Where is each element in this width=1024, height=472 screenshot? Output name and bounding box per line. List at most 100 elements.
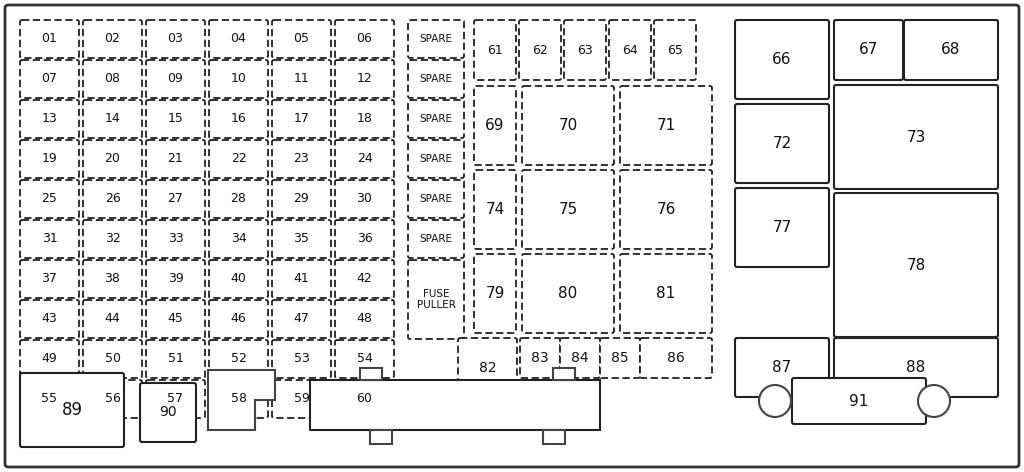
Text: 10: 10: [230, 73, 247, 85]
FancyBboxPatch shape: [209, 260, 268, 298]
FancyBboxPatch shape: [335, 300, 394, 338]
FancyBboxPatch shape: [146, 340, 205, 378]
Text: 19: 19: [42, 152, 57, 166]
Text: SPARE: SPARE: [420, 34, 453, 44]
Text: 02: 02: [104, 33, 121, 45]
FancyBboxPatch shape: [83, 340, 142, 378]
Text: 87: 87: [772, 360, 792, 375]
Text: 61: 61: [487, 43, 503, 57]
Text: 74: 74: [485, 202, 505, 217]
Text: 44: 44: [104, 312, 121, 326]
FancyBboxPatch shape: [834, 20, 903, 80]
Text: 82: 82: [478, 361, 497, 374]
Text: 84: 84: [571, 351, 589, 365]
Text: 58: 58: [230, 393, 247, 405]
Text: 86: 86: [667, 351, 685, 365]
Text: 05: 05: [294, 33, 309, 45]
Text: FUSE
PULLER: FUSE PULLER: [417, 289, 456, 310]
FancyBboxPatch shape: [146, 220, 205, 258]
FancyBboxPatch shape: [834, 85, 998, 189]
FancyBboxPatch shape: [522, 86, 614, 165]
FancyBboxPatch shape: [83, 140, 142, 178]
Text: 62: 62: [532, 43, 548, 57]
FancyBboxPatch shape: [640, 338, 712, 378]
FancyBboxPatch shape: [408, 260, 464, 339]
Text: 45: 45: [168, 312, 183, 326]
Text: 16: 16: [230, 112, 247, 126]
FancyBboxPatch shape: [20, 100, 79, 138]
Text: 63: 63: [578, 43, 593, 57]
Text: 17: 17: [294, 112, 309, 126]
Text: SPARE: SPARE: [420, 154, 453, 164]
FancyBboxPatch shape: [20, 180, 79, 218]
Text: SPARE: SPARE: [420, 234, 453, 244]
FancyBboxPatch shape: [209, 20, 268, 58]
FancyBboxPatch shape: [474, 86, 516, 165]
FancyBboxPatch shape: [564, 20, 606, 80]
Text: 20: 20: [104, 152, 121, 166]
FancyBboxPatch shape: [458, 338, 517, 397]
FancyBboxPatch shape: [735, 338, 829, 397]
Text: 36: 36: [356, 233, 373, 245]
FancyBboxPatch shape: [20, 140, 79, 178]
FancyBboxPatch shape: [83, 100, 142, 138]
FancyBboxPatch shape: [335, 340, 394, 378]
Text: 09: 09: [168, 73, 183, 85]
Text: 07: 07: [42, 73, 57, 85]
Bar: [310, 380, 600, 430]
FancyBboxPatch shape: [20, 60, 79, 98]
FancyBboxPatch shape: [904, 20, 998, 80]
FancyBboxPatch shape: [146, 60, 205, 98]
Text: 65: 65: [667, 43, 683, 57]
Text: 83: 83: [531, 351, 549, 365]
Text: 41: 41: [294, 272, 309, 286]
Text: 48: 48: [356, 312, 373, 326]
Text: 81: 81: [656, 286, 676, 301]
FancyBboxPatch shape: [408, 140, 464, 178]
Text: SPARE: SPARE: [420, 114, 453, 124]
FancyBboxPatch shape: [20, 260, 79, 298]
Text: 15: 15: [168, 112, 183, 126]
FancyBboxPatch shape: [620, 86, 712, 165]
Text: 91: 91: [849, 394, 868, 408]
Text: 29: 29: [294, 193, 309, 205]
FancyBboxPatch shape: [522, 254, 614, 333]
Text: 13: 13: [42, 112, 57, 126]
FancyBboxPatch shape: [408, 180, 464, 218]
Text: 75: 75: [558, 202, 578, 217]
FancyBboxPatch shape: [272, 100, 331, 138]
FancyBboxPatch shape: [209, 380, 268, 418]
Text: 04: 04: [230, 33, 247, 45]
FancyBboxPatch shape: [146, 260, 205, 298]
FancyBboxPatch shape: [83, 300, 142, 338]
Bar: [543, 430, 565, 444]
FancyBboxPatch shape: [735, 20, 829, 99]
FancyBboxPatch shape: [20, 340, 79, 378]
FancyBboxPatch shape: [335, 260, 394, 298]
Bar: [553, 368, 575, 380]
FancyBboxPatch shape: [272, 300, 331, 338]
Text: 12: 12: [356, 73, 373, 85]
Text: 57: 57: [168, 393, 183, 405]
FancyBboxPatch shape: [209, 60, 268, 98]
FancyBboxPatch shape: [620, 170, 712, 249]
Polygon shape: [208, 370, 275, 430]
FancyBboxPatch shape: [272, 180, 331, 218]
FancyBboxPatch shape: [735, 188, 829, 267]
FancyBboxPatch shape: [5, 5, 1019, 467]
Text: 30: 30: [356, 193, 373, 205]
FancyBboxPatch shape: [272, 380, 331, 418]
Text: 31: 31: [42, 233, 57, 245]
FancyBboxPatch shape: [20, 300, 79, 338]
Text: 46: 46: [230, 312, 247, 326]
Text: 34: 34: [230, 233, 247, 245]
FancyBboxPatch shape: [335, 180, 394, 218]
FancyBboxPatch shape: [209, 140, 268, 178]
FancyBboxPatch shape: [83, 20, 142, 58]
Text: 24: 24: [356, 152, 373, 166]
FancyBboxPatch shape: [272, 220, 331, 258]
Text: 78: 78: [906, 258, 926, 272]
FancyBboxPatch shape: [520, 338, 560, 378]
FancyBboxPatch shape: [408, 60, 464, 98]
Text: 55: 55: [42, 393, 57, 405]
